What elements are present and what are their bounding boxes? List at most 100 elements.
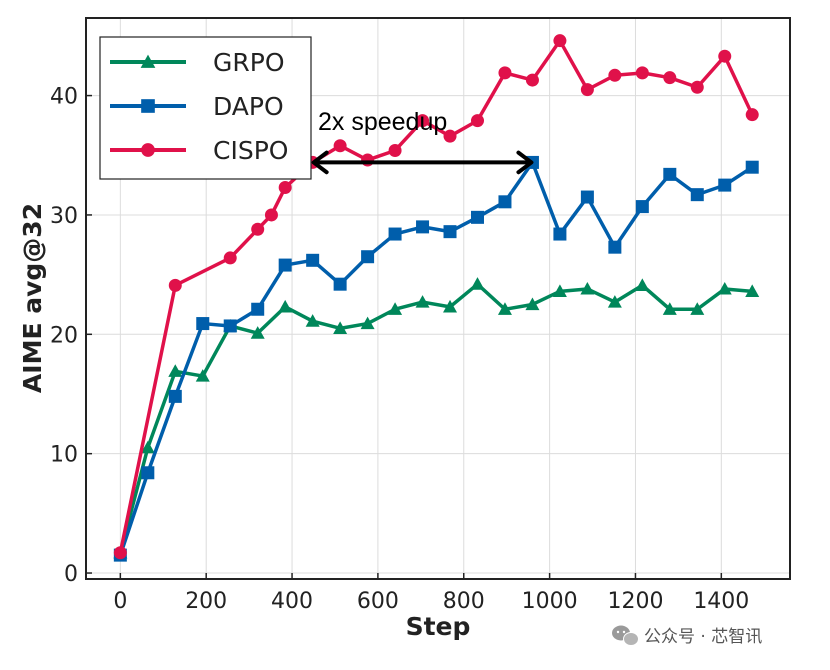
data-point-dapo: [196, 317, 210, 331]
data-point-dapo: [718, 178, 732, 192]
data-point-grpo: [195, 369, 210, 382]
legend-item-dapo: DAPO: [110, 92, 284, 121]
series-grpo: [113, 277, 760, 559]
data-point-grpo: [497, 302, 512, 315]
series-line-dapo: [118, 160, 754, 556]
y-tick-label: 30: [50, 204, 78, 229]
y-tick-label: 0: [64, 562, 78, 587]
data-point-grpo: [360, 316, 375, 330]
data-point-grpo: [333, 321, 348, 334]
data-point-grpo: [305, 314, 320, 327]
data-point-dapo: [223, 319, 237, 333]
data-point-dapo: [416, 220, 430, 234]
data-point-cispo: [608, 68, 622, 82]
legend-label: CISPO: [213, 136, 288, 165]
data-point-cispo: [745, 108, 759, 122]
data-point-dapo: [608, 240, 622, 254]
legend-swatch-marker: [141, 99, 155, 113]
data-point-dapo: [306, 253, 320, 267]
annotation-arrowhead-right: [516, 150, 534, 175]
series-dapo: [113, 155, 759, 562]
wechat-icon: [612, 625, 639, 646]
series-layer: [113, 34, 760, 562]
data-point-grpo: [552, 284, 567, 297]
data-point-cispo: [264, 208, 278, 222]
data-point-grpo: [690, 302, 705, 315]
data-point-grpo: [635, 278, 650, 291]
data-point-dapo: [498, 195, 512, 209]
x-tick-label: 1400: [693, 589, 749, 614]
data-point-grpo: [662, 302, 677, 315]
legend-label: GRPO: [213, 48, 285, 77]
legend-swatch-marker: [141, 143, 155, 157]
data-point-dapo: [278, 258, 292, 272]
data-point-cispo: [278, 180, 292, 194]
data-point-grpo: [443, 299, 458, 313]
data-point-dapo: [333, 277, 347, 291]
data-point-grpo: [525, 297, 540, 311]
data-point-cispo: [498, 66, 512, 80]
x-tick-label: 400: [271, 589, 313, 614]
x-tick-label: 800: [443, 589, 485, 614]
data-point-grpo: [717, 281, 732, 295]
data-point-grpo: [250, 326, 265, 339]
legend-label: DAPO: [213, 92, 284, 121]
legend: GRPO DAPO CISPO: [99, 36, 312, 180]
ticks: 0 200 400 600 800 1000 1200 1400 0 10 20 30 40: [50, 85, 749, 614]
plot-frame: [85, 17, 791, 580]
y-tick-label: 20: [50, 323, 78, 348]
data-point-grpo: [278, 299, 293, 313]
annotation-arrowhead-left: [311, 150, 329, 175]
x-tick-label: 1200: [607, 589, 663, 614]
data-point-dapo: [470, 210, 484, 224]
y-tick-label: 40: [50, 85, 78, 110]
data-point-grpo: [607, 295, 622, 308]
legend-swatch-marker: [140, 54, 156, 68]
annotation: 2x speedup: [311, 108, 534, 175]
data-point-dapo: [663, 167, 677, 181]
data-point-dapo: [141, 466, 155, 480]
data-point-dapo: [635, 200, 649, 214]
data-point-cispo: [113, 546, 127, 560]
legend-item-cispo: CISPO: [110, 136, 288, 165]
annotation-text: 2x speedup: [318, 108, 447, 136]
x-tick-label: 0: [113, 589, 127, 614]
data-point-cispo: [416, 114, 430, 128]
data-point-grpo: [470, 277, 485, 290]
data-point-grpo: [745, 284, 760, 297]
data-point-cispo: [223, 251, 237, 265]
data-point-cispo: [388, 143, 402, 157]
data-point-dapo: [388, 227, 402, 241]
data-point-dapo: [553, 227, 567, 241]
data-point-cispo: [525, 73, 539, 87]
data-point-cispo: [718, 49, 732, 63]
data-point-cispo: [470, 114, 484, 128]
x-tick-label: 1000: [522, 589, 578, 614]
data-point-grpo: [388, 302, 403, 315]
data-point-cispo: [635, 66, 649, 80]
data-point-dapo: [690, 188, 704, 202]
watermark-text: 公众号 · 芯智讯: [644, 627, 762, 647]
legend-item-grpo: GRPO: [110, 48, 285, 77]
data-point-dapo: [361, 250, 375, 264]
data-point-dapo: [443, 225, 457, 239]
data-point-cispo: [333, 139, 347, 153]
data-point-cispo: [361, 153, 375, 167]
data-point-cispo: [690, 80, 704, 94]
data-point-cispo: [663, 71, 677, 85]
data-point-dapo: [168, 389, 182, 403]
data-point-cispo: [580, 83, 594, 97]
data-point-cispo: [251, 222, 265, 236]
data-point-cispo: [443, 129, 457, 143]
data-point-cispo: [553, 34, 567, 48]
data-point-dapo: [251, 302, 265, 316]
x-tick-label: 600: [357, 589, 399, 614]
x-axis-label: Step: [406, 612, 471, 641]
data-point-grpo: [168, 364, 183, 377]
data-point-grpo: [140, 440, 155, 454]
y-tick-label: 10: [50, 443, 78, 468]
data-point-dapo: [580, 190, 594, 204]
data-point-cispo: [168, 278, 182, 292]
data-point-grpo: [415, 295, 430, 308]
